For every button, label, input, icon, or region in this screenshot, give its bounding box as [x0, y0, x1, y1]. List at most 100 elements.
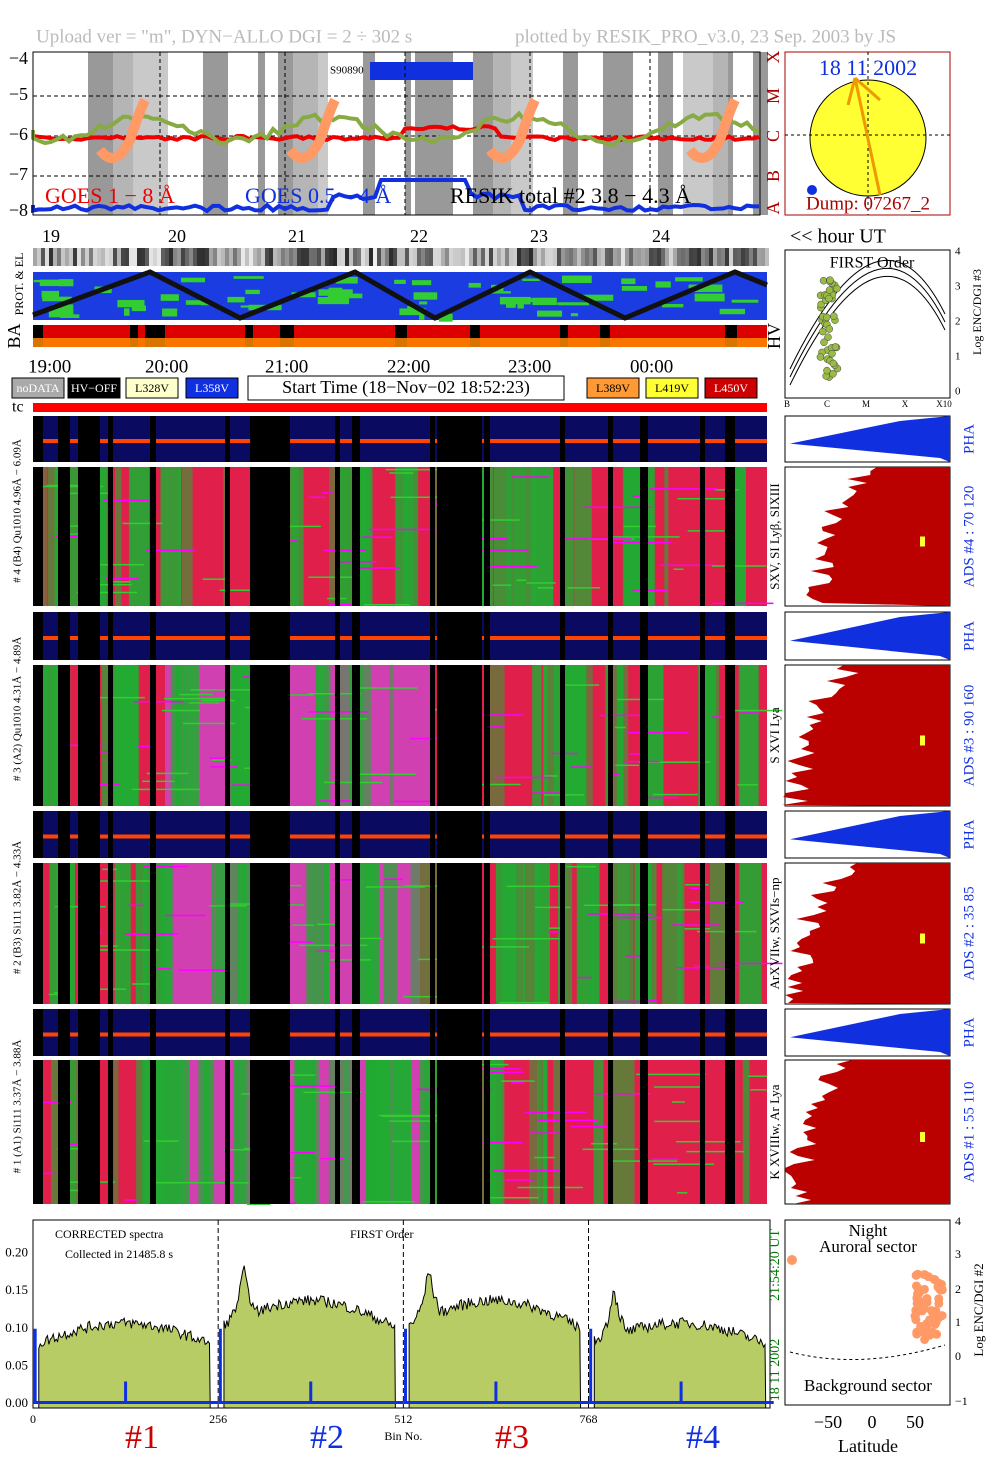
spec-gap [225, 863, 230, 1004]
strip [765, 248, 769, 266]
spec-line [486, 565, 537, 568]
strip [517, 248, 521, 266]
strip [277, 248, 281, 266]
prot-green [117, 299, 145, 308]
spec-green [576, 863, 600, 1004]
prot-green [317, 297, 350, 305]
spec-line [548, 931, 562, 933]
label: Dump: 07267_2 [806, 193, 930, 214]
strip [513, 248, 517, 266]
label: 19:00 [28, 356, 71, 377]
spec-green [44, 665, 49, 806]
spec-area [593, 1290, 767, 1409]
spec-green [581, 665, 593, 806]
prot-green [52, 304, 74, 311]
spec-line [487, 1071, 524, 1074]
strip [133, 248, 137, 266]
spec-line [529, 1132, 563, 1134]
pha-gap [150, 1009, 156, 1056]
prot-green [419, 312, 425, 320]
strip [609, 248, 613, 266]
spec-green [574, 467, 592, 606]
fo-pt [826, 276, 834, 284]
spec-green [567, 863, 573, 1004]
pha-gap [437, 612, 482, 660]
spec-gap [608, 665, 613, 806]
spec-line [227, 903, 263, 905]
spec-line [633, 495, 647, 498]
label: SXV, SI Lyβ, SIXIII [767, 483, 782, 589]
strip [137, 248, 141, 266]
spec-line [223, 1148, 266, 1151]
spec-line [567, 587, 600, 589]
pha-hist [790, 1009, 950, 1056]
strip [157, 248, 161, 266]
fo-pt [819, 327, 827, 336]
spec-pink [165, 863, 420, 1004]
strip [677, 248, 681, 266]
strip [629, 248, 633, 266]
spec-line [328, 603, 355, 606]
label: M [862, 399, 870, 409]
ads-hist [781, 665, 950, 806]
spec-line [219, 589, 267, 592]
label: 00:00 [630, 356, 673, 377]
spec-line [644, 796, 679, 799]
label: S XVI Lya [767, 707, 782, 764]
strip [401, 248, 405, 266]
label: 22 [410, 226, 428, 246]
label: −5 [9, 84, 28, 104]
pha-gap [108, 416, 113, 462]
lat-pt [922, 1294, 932, 1304]
strip [549, 248, 553, 266]
zigzag [32, 269, 768, 321]
spec-line [526, 582, 556, 584]
legend-box [185, 377, 239, 399]
prot-green [621, 286, 648, 291]
label: ADS #4 : 70 120 [961, 486, 977, 588]
prot-green [675, 277, 703, 282]
strip [437, 248, 441, 266]
strip [57, 248, 61, 266]
pha-gap [560, 1009, 565, 1056]
spec-line [686, 1150, 745, 1153]
strip [233, 248, 237, 266]
spec-gap [250, 863, 290, 1004]
spec-gap [33, 863, 43, 1004]
strip [217, 248, 221, 266]
strip [637, 248, 641, 266]
strip [45, 248, 49, 266]
pha-gap [250, 811, 290, 858]
spec-line [55, 535, 87, 538]
spec-line [390, 496, 446, 499]
marker-bar [370, 62, 473, 80]
label: ADS #1 : 55 110 [961, 1081, 977, 1182]
strip [325, 248, 329, 266]
spec-gap [78, 1060, 100, 1204]
label: # 4 (B4) Qu1010 4.96Å − 6.09Å [12, 439, 24, 583]
resik-green [31, 110, 760, 147]
spec-line [281, 1177, 302, 1179]
label: −7 [9, 164, 28, 184]
spec-gap [725, 1060, 735, 1204]
spec-line [157, 967, 171, 970]
spec-line [142, 865, 188, 868]
pha-gap [725, 811, 735, 858]
label: 4 [955, 246, 961, 258]
label: C [763, 130, 783, 142]
spec-gap [58, 665, 70, 806]
flare [286, 97, 340, 163]
label: 20 [168, 226, 186, 246]
pha-gap [700, 416, 705, 462]
lat-pt [934, 1298, 944, 1308]
strip [297, 248, 301, 266]
ads-hist [785, 863, 950, 1004]
pha-gap [700, 612, 705, 660]
spec-green [495, 863, 518, 1004]
pha-gap [335, 416, 340, 462]
spec-line [146, 772, 189, 775]
pha-gap [150, 811, 156, 858]
spec-line [81, 583, 132, 586]
strip [93, 248, 97, 266]
